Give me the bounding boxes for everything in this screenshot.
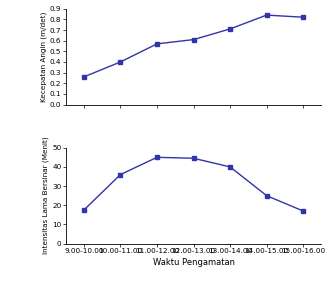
- Y-axis label: Kecepatan Angin (m/det): Kecepatan Angin (m/det): [41, 11, 47, 102]
- Y-axis label: Intensitas Lama Bersinar (Menit): Intensitas Lama Bersinar (Menit): [43, 137, 50, 254]
- X-axis label: Waktu Pengamatan: Waktu Pengamatan: [153, 258, 235, 267]
